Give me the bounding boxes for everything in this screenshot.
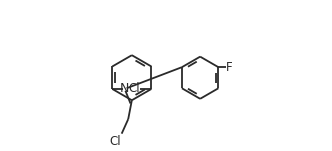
Text: N: N bbox=[120, 82, 129, 95]
Text: F: F bbox=[226, 61, 233, 74]
Text: Cl: Cl bbox=[128, 82, 140, 95]
Text: Cl: Cl bbox=[110, 135, 121, 148]
